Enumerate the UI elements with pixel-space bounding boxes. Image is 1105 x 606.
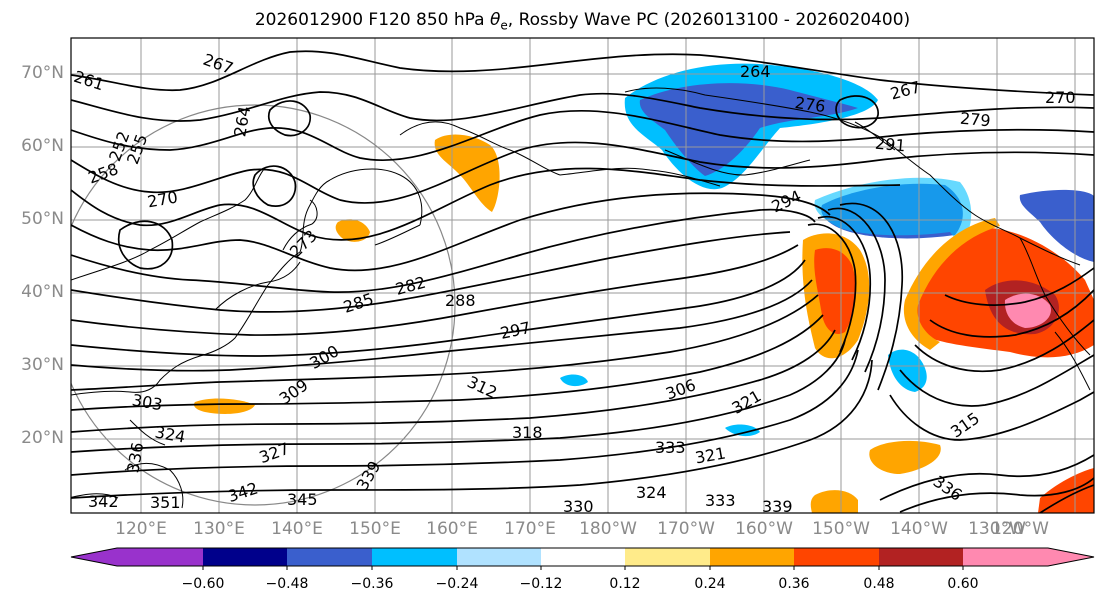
shade-negative-south-a [560,374,588,387]
contour-label: 318 [512,423,543,442]
shade-negative-subtropic [888,349,927,392]
colorbar-swatch [457,548,541,566]
contour-label: 330 [563,497,594,516]
lon-label: 170°W [657,519,715,539]
lat-label: 40°N [21,282,64,302]
lon-label: 170°E [504,519,556,539]
contour-label: 276 [794,93,827,116]
lon-label: 160°W [735,519,793,539]
lat-label: 50°N [21,209,64,229]
lon-label: 130°E [193,519,245,539]
colorbar-swatch [372,548,457,566]
colorbar-outline [70,547,1095,567]
shade-negative-south-b [725,424,760,437]
colorbar-swatch [963,548,1048,566]
shade-positive-south-a [194,398,255,414]
colorbar-tick-label: −0.60 [181,576,225,592]
contour-label: 288 [445,291,476,310]
contour-label: 333 [655,438,686,457]
colorbar-extend-high [1048,548,1094,566]
contour-label: 351 [150,493,181,512]
range-circle [71,104,456,506]
contour-label: 324 [636,483,667,502]
map-body: 261 267 264 252 255 258 270 273 264 276 … [71,38,1094,516]
contour-lines [71,50,1094,513]
colorbar-tick-label: 0.12 [609,576,641,592]
title-suffix: , Rossby Wave PC (2026013100 - 202602040… [507,10,911,30]
lon-label: 150°E [349,519,401,539]
shade-negative-gulf-edge [814,177,972,245]
contour-label: 291 [874,134,906,156]
shade-positive-south-b [869,440,941,474]
lon-label: 120°E [115,519,167,539]
lon-label: 140°E [271,519,323,539]
colorbar-swatch [710,548,794,566]
colorbar-tick-label: 0.48 [863,576,895,592]
shade-positive-trough-core [814,248,856,335]
colorbar-tick-label: 0.60 [947,576,979,592]
contour-label: 345 [287,490,318,509]
shade-positive-ridge-pink [1004,293,1051,328]
colorbar [70,547,1095,570]
shade-positive-ridge-edge [903,218,1000,350]
colorbar-swatch [625,548,710,566]
title-prefix: 2026012900 F120 850 hPa [254,10,490,30]
colorbar-tick-label: 0.36 [778,576,810,592]
title-theta-sub: e [500,18,508,33]
contour-label: 279 [959,109,991,131]
colorbar-swatch [541,548,625,566]
shade-positive-south-d [1038,468,1094,513]
lat-label: 20°N [21,428,64,448]
colorbar-tick-label: −0.36 [350,576,394,592]
colorbar-swatch [794,548,879,566]
contour-label: 339 [762,497,793,516]
map-title: 2026012900 F120 850 hPa θe, Rossby Wave … [0,10,1105,32]
shade-positive-south-c [810,490,858,513]
contour-label: 270 [1045,88,1076,107]
lon-label: 130°W [968,519,1026,539]
lon-label: 180°W [579,519,637,539]
lat-label: 70°N [21,63,64,83]
contour-label: 333 [705,491,736,510]
colorbar-tick-label: 0.24 [694,576,726,592]
lon-label: 160°E [426,519,478,539]
colorbar-swatch [203,548,287,566]
colorbar-extend-low [71,548,117,566]
colorbar-swatch [117,548,203,566]
shade-positive-japan-sea [434,134,500,212]
contour-label: 342 [88,492,119,511]
contour-label: 264 [740,62,771,81]
colorbar-tick-label: −0.48 [265,576,309,592]
colorbar-tick-label: −0.12 [519,576,563,592]
title-theta: θ [490,10,501,30]
map-frame [70,37,1095,514]
lat-label: 30°N [21,355,64,375]
colorbar-swatch [287,548,372,566]
shade-positive-kuril [335,219,370,242]
lon-label: 150°W [812,519,870,539]
lon-label: 120°W [991,519,1049,539]
lon-label: 140°W [890,519,948,539]
lat-label: 60°N [21,136,64,156]
colorbar-tick-label: −0.24 [435,576,479,592]
colorbar-swatch [879,548,963,566]
